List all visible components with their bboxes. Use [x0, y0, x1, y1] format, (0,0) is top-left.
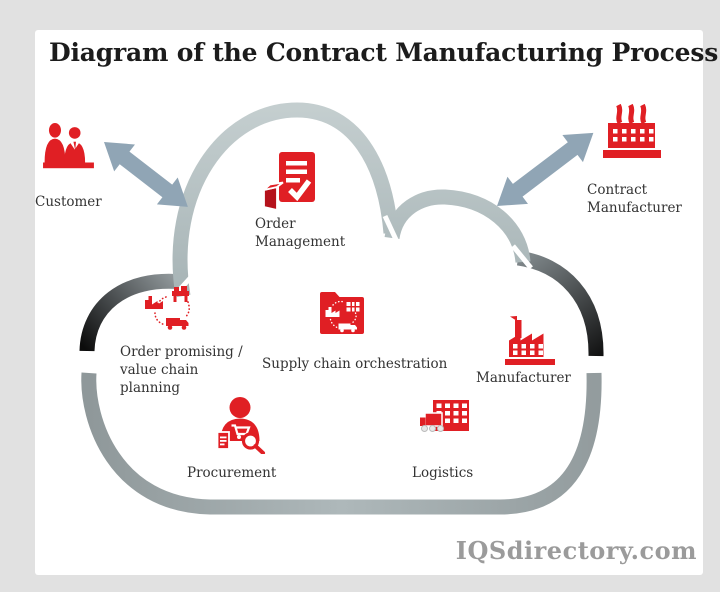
- cloud-top-bump: [172, 102, 399, 298]
- cloud-left-segment: [79, 273, 184, 352]
- cloud-right-bump: [384, 189, 531, 264]
- order-management-label: Order Management: [255, 216, 346, 250]
- truck-warehouse-icon: [420, 400, 470, 442]
- diagram-card: Diagram of the Contract Manufacturing Pr…: [35, 30, 718, 575]
- process-cloud-outline: [79, 102, 604, 515]
- cloud-contract-manufacturer-arrow: [497, 132, 594, 206]
- customer-label: Customer: [35, 194, 102, 210]
- manufacturer-label: Manufacturer: [476, 370, 571, 386]
- cloud-right-segment: [516, 250, 604, 357]
- factory-icon: [503, 316, 557, 366]
- supply-chain-orchestration-label: Supply chain orchestration: [262, 356, 448, 372]
- cloud-notch: [382, 214, 401, 246]
- planning-network-icon: [143, 286, 193, 336]
- cloud-bottom-segment: [81, 372, 602, 515]
- cloud-notch: [511, 244, 533, 270]
- order-document-box-icon: [262, 152, 318, 212]
- procurement-label: Procurement: [187, 465, 277, 481]
- contract-factory-icon: [601, 104, 663, 164]
- customer-cloud-arrow: [104, 142, 188, 207]
- buyer-magnifier-icon: [212, 396, 266, 454]
- diagram-title: Diagram of the Contract Manufacturing Pr…: [49, 38, 719, 67]
- order-promising-label: Order promising / value chain planning: [120, 344, 243, 396]
- folder-network-icon: [319, 286, 365, 336]
- contract-manufacturer-label: Contract Manufacturer: [587, 182, 682, 216]
- logistics-label: Logistics: [412, 465, 474, 481]
- watermark: IQSdirectory.com: [455, 536, 697, 565]
- customer-people-icon: [43, 122, 95, 176]
